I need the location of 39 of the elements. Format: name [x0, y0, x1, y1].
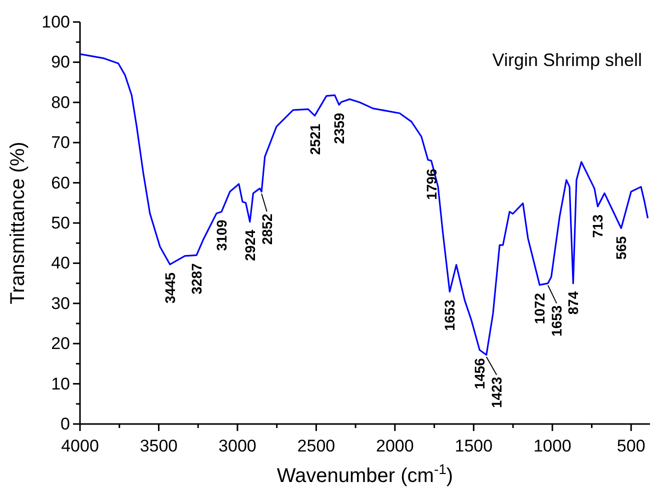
y-tick-label: 0 [60, 414, 70, 434]
x-tick-label: 1000 [533, 436, 572, 456]
annotation: 3109 [214, 220, 230, 251]
y-tick-label: 30 [51, 294, 70, 313]
x-tick-label: 2000 [376, 436, 414, 456]
y-tick-label: 40 [51, 254, 70, 273]
y-tick-label: 80 [51, 92, 70, 112]
x-tick-label: 4000 [61, 436, 99, 456]
annotation: 1653 [442, 300, 458, 331]
x-tick-label: 3000 [218, 436, 256, 456]
annotation: 1796 [423, 168, 440, 200]
y-tick-label: 100 [42, 12, 70, 32]
y-tick-label: 10 [51, 374, 70, 394]
y-tick-label: 60 [51, 173, 70, 192]
annotation: 1072 [532, 292, 548, 324]
annotation: 3445 [162, 272, 178, 304]
x-tick-label: 3500 [140, 436, 178, 456]
y-axis-title: Transmittance (%) [7, 142, 29, 304]
x-axis-title: Wavenumber (cm$^{-1}$) [276, 461, 454, 487]
annotation: 2852 [258, 213, 275, 245]
annotation: 3287 [188, 262, 205, 294]
annotation: 713 [590, 214, 606, 238]
annotation: 2521 [306, 123, 323, 155]
y-tick-label: 70 [51, 133, 70, 152]
annotation: 2359 [331, 112, 348, 144]
annotation: 874 [565, 291, 582, 315]
annotation: 565 [613, 236, 630, 260]
text: Virgin Shrimp shell [492, 50, 642, 70]
y-tick-label: 20 [51, 334, 70, 354]
annotation: 1456 [472, 358, 488, 390]
y-tick-label: 90 [51, 52, 70, 72]
y-tick-label: 50 [51, 213, 70, 232]
annotation: 1423 [488, 376, 505, 408]
x-tick-label: 500 [616, 436, 646, 456]
x-tick-label: 1500 [454, 436, 493, 456]
x-tick-label: 2500 [297, 436, 336, 456]
annotation: 2924 [242, 230, 258, 261]
line-series [80, 53, 649, 356]
annotation: 1653 [548, 305, 565, 336]
